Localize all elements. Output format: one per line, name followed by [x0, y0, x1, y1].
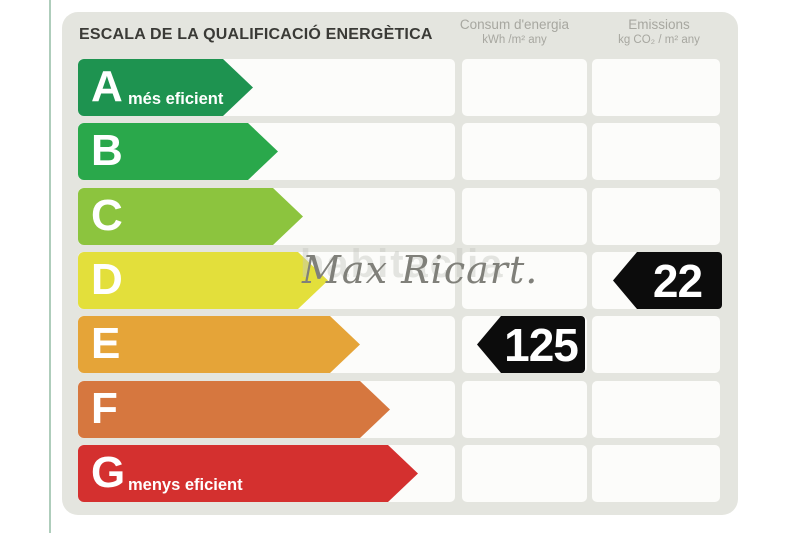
- consum-column-header: Consum d'energia kWh /m² any: [442, 17, 587, 48]
- rating-row-g: G menys eficient: [62, 445, 738, 502]
- emissions-cell: [592, 59, 720, 116]
- emissions-value-marker: 22: [613, 252, 722, 309]
- rating-row-c: C: [62, 188, 738, 245]
- emissions-header-label: Emissions: [628, 17, 690, 32]
- emissions-cell: [592, 381, 720, 438]
- rating-letter: C: [91, 190, 123, 240]
- consum-header-unit: kWh /m² any: [482, 34, 547, 46]
- background-watermark: habitaclia: [300, 242, 505, 286]
- emissions-cell: [592, 445, 720, 502]
- consum-cell: [462, 123, 587, 180]
- consum-value-marker: 125: [477, 316, 585, 373]
- energy-scale-card: ESCALA DE LA QUALIFICACIÓ ENERGÈTICA Con…: [62, 12, 738, 515]
- consum-cell: [462, 381, 587, 438]
- consum-cell: [462, 188, 587, 245]
- rating-row-d: D: [62, 252, 738, 309]
- rating-row-b: B: [62, 123, 738, 180]
- rating-letter: G: [91, 447, 126, 497]
- page-title: ESCALA DE LA QUALIFICACIÓ ENERGÈTICA: [79, 26, 433, 43]
- rating-label: menys eficient: [128, 476, 243, 494]
- rating-arrow: A més eficient: [78, 59, 253, 116]
- rating-arrow: F: [78, 381, 390, 438]
- rating-row-e: E: [62, 316, 738, 373]
- consum-header-label: Consum d'energia: [459, 17, 570, 32]
- rating-arrow: G menys eficient: [78, 445, 418, 502]
- agency-watermark: Max Ricart.: [302, 248, 539, 292]
- rating-letter: E: [91, 318, 121, 368]
- consum-value: 125: [504, 318, 579, 371]
- rating-letter: D: [91, 254, 123, 304]
- rating-arrow: C: [78, 188, 303, 245]
- left-border-line: [49, 0, 51, 533]
- rating-letter: B: [91, 125, 123, 175]
- rating-arrow: B: [78, 123, 278, 180]
- rating-row-a: A més eficient: [62, 59, 738, 116]
- consum-cell: [462, 59, 587, 116]
- emissions-cell: [592, 316, 720, 373]
- rating-row-f: F: [62, 381, 738, 438]
- rating-arrow: E: [78, 316, 360, 373]
- emissions-value: 22: [652, 254, 703, 307]
- rating-arrow: D: [78, 252, 328, 309]
- emissions-header-unit: kg CO₂ / m² any: [618, 34, 700, 46]
- consum-cell: [462, 445, 587, 502]
- rating-letter: F: [91, 383, 118, 433]
- consum-cell: [462, 252, 587, 309]
- emissions-column-header: Emissions kg CO₂ / m² any: [587, 17, 731, 48]
- emissions-cell: [592, 123, 720, 180]
- rating-label: més eficient: [128, 90, 224, 108]
- rating-letter: A: [91, 61, 123, 111]
- emissions-cell: [592, 188, 720, 245]
